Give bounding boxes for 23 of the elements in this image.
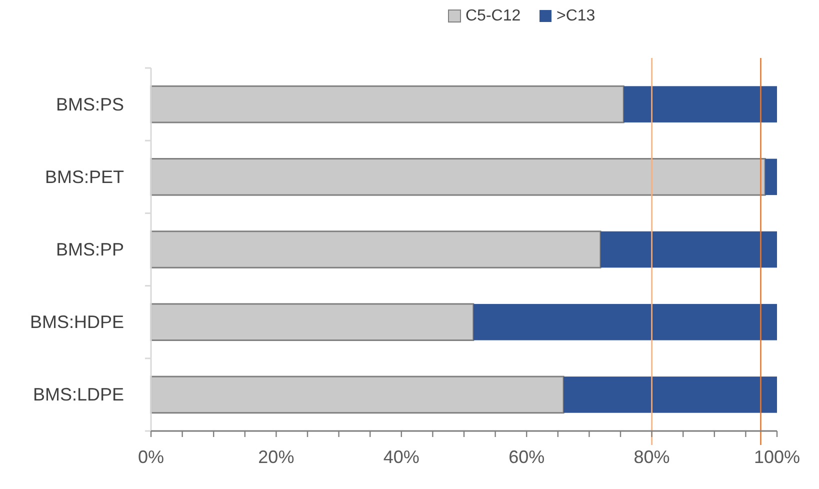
bar [150, 376, 564, 414]
x-tick-label: 80% [634, 447, 670, 467]
y-tick-label: BMS:PS [56, 94, 124, 114]
y-tick-label: BMS:LDPE [32, 384, 124, 405]
bar [150, 303, 474, 341]
legend-label: C5-C12 [466, 8, 521, 24]
x-tick-label: 20% [258, 447, 294, 467]
bar [473, 304, 777, 340]
bar [600, 231, 777, 268]
x-tick-label: 60% [508, 447, 545, 467]
bar [150, 85, 624, 124]
bar [564, 376, 777, 413]
bar [624, 86, 777, 122]
legend-label: >C13 [556, 8, 596, 24]
bar [150, 158, 766, 196]
y-tick-label: BMS:PET [44, 166, 124, 187]
x-tick-label: 100% [754, 447, 800, 467]
x-tick-label: 40% [383, 447, 420, 467]
y-tick-label: BMS:HDPE [30, 312, 124, 332]
bar [150, 230, 602, 268]
bar [765, 158, 777, 196]
y-tick-label: BMS:PP [56, 240, 124, 260]
x-tick-label: 0% [138, 447, 164, 467]
